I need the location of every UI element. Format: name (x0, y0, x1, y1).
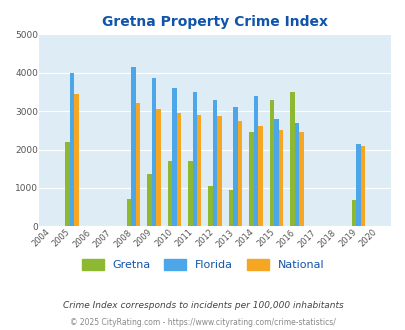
Text: © 2025 CityRating.com - https://www.cityrating.com/crime-statistics/: © 2025 CityRating.com - https://www.city… (70, 318, 335, 327)
Bar (351, 200, 355, 226)
Bar (269, 100, 274, 226)
Bar (208, 186, 212, 226)
Bar (65, 142, 70, 226)
Bar (278, 130, 283, 226)
Bar (70, 73, 74, 226)
Bar (298, 132, 303, 226)
Bar (196, 115, 201, 226)
Bar (294, 123, 298, 226)
Bar (249, 132, 253, 226)
Bar (147, 175, 151, 226)
Bar (74, 94, 79, 226)
Bar (135, 103, 140, 226)
Bar (253, 96, 258, 226)
Text: Crime Index corresponds to incidents per 100,000 inhabitants: Crime Index corresponds to incidents per… (62, 301, 343, 310)
Bar (131, 67, 135, 226)
Bar (290, 92, 294, 226)
Bar (228, 190, 233, 226)
Bar (258, 126, 262, 226)
Bar (167, 161, 172, 226)
Bar (172, 88, 176, 226)
Bar (233, 107, 237, 226)
Bar (217, 116, 222, 226)
Bar (151, 79, 156, 226)
Bar (192, 92, 196, 226)
Bar (156, 109, 160, 226)
Bar (237, 121, 242, 226)
Bar (360, 146, 364, 226)
Legend: Gretna, Florida, National: Gretna, Florida, National (77, 255, 328, 275)
Bar (188, 161, 192, 226)
Bar (126, 199, 131, 226)
Bar (176, 113, 181, 226)
Bar (355, 144, 360, 226)
Bar (212, 100, 217, 226)
Bar (274, 119, 278, 226)
Title: Gretna Property Crime Index: Gretna Property Crime Index (102, 15, 327, 29)
